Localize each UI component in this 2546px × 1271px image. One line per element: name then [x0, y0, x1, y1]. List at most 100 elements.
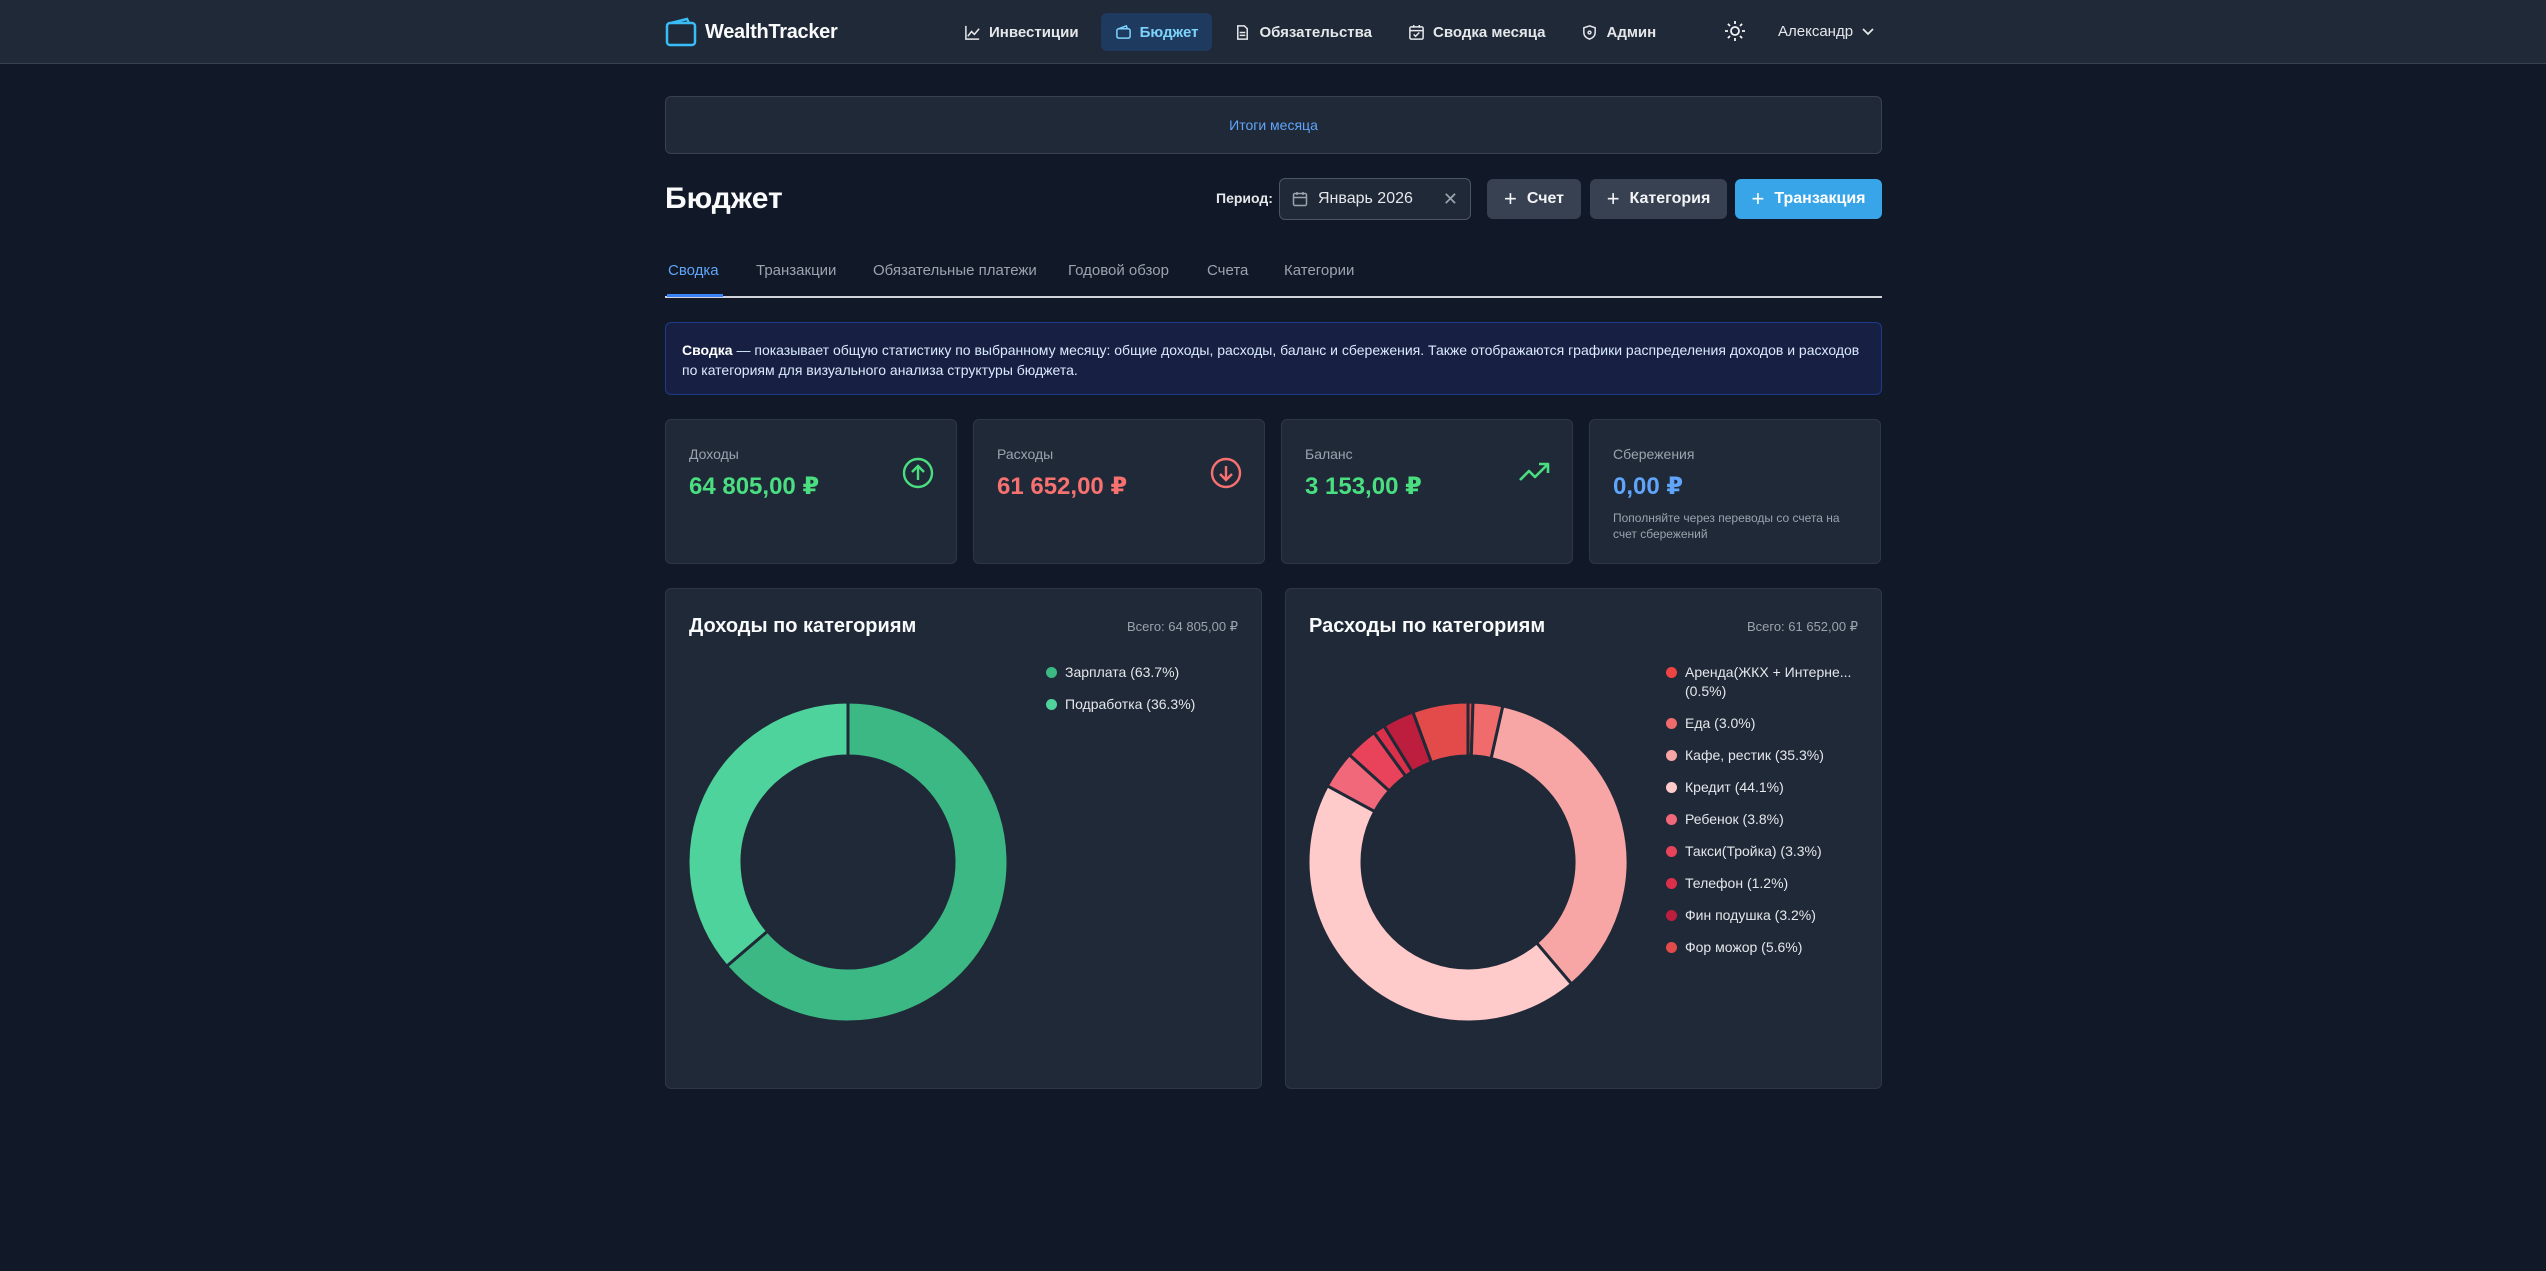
- add-category-button[interactable]: + Категория: [1590, 179, 1727, 219]
- period-value: Январь 2026: [1318, 190, 1413, 207]
- nav-item-budget[interactable]: Бюджет: [1100, 13, 1213, 51]
- legend-label: Подработка (36.3%): [1065, 696, 1196, 712]
- budget-tabs: Сводка Транзакции Обязательные платежи Г…: [665, 256, 1882, 298]
- nav-item-investments[interactable]: Инвестиции: [950, 13, 1093, 51]
- nav-item-label: Обязательства: [1259, 23, 1373, 41]
- legend-color-dot: [1666, 878, 1677, 889]
- month-summary-link[interactable]: Итоги месяца: [1229, 117, 1318, 133]
- chevron-down-icon: [1862, 28, 1874, 36]
- donut-slice[interactable]: [1489, 704, 1628, 987]
- legend-item[interactable]: Ребенок (3.8%): [1666, 810, 1866, 829]
- summary-info-box: Сводка — показывает общую статистику по …: [665, 322, 1882, 395]
- legend-label: Еда (3.0%): [1685, 715, 1756, 731]
- legend-color-dot: [1046, 667, 1057, 678]
- savings-note: Пополняйте через переводы со счета на сч…: [1613, 511, 1840, 541]
- month-summary-banner[interactable]: Итоги месяца: [665, 96, 1882, 154]
- arrow-down-circle-icon: [1210, 457, 1242, 489]
- legend-label: Телефон (1.2%): [1685, 875, 1789, 891]
- legend-label: Такси(Тройка) (3.3%): [1685, 843, 1822, 859]
- shield-icon: [1583, 24, 1597, 40]
- legend-label: Ребенок (3.8%): [1685, 811, 1784, 827]
- income-card: Доходы 64 805,00 ₽: [665, 419, 957, 564]
- expense-donut-chart: [1308, 702, 1628, 1022]
- legend-color-dot: [1666, 782, 1677, 793]
- tab-accounts[interactable]: Счета: [1207, 262, 1249, 279]
- tab-mandatory-payments[interactable]: Обязательные платежи: [873, 262, 1037, 279]
- tab-transactions[interactable]: Транзакции: [756, 262, 837, 279]
- income-chart-total: Всего: 64 805,00 ₽: [1126, 619, 1238, 634]
- add-account-button[interactable]: + Счет: [1487, 179, 1581, 219]
- donut-slice[interactable]: [1308, 783, 1574, 1022]
- expense-chart-total: Всего: 61 652,00 ₽: [1746, 619, 1858, 634]
- tab-summary[interactable]: Сводка: [668, 262, 719, 279]
- legend-label: Аренда(ЖКХ + Интерне... (0.5%): [1685, 664, 1852, 699]
- main-nav: Инвестиции Бюджет Обязательства Сводка м…: [950, 13, 1670, 51]
- expense-label: Расходы: [997, 446, 1054, 462]
- legend-label: Кредит (44.1%): [1685, 779, 1784, 795]
- clear-period-icon[interactable]: ✕: [1442, 188, 1458, 209]
- savings-value: 0,00 ₽: [1613, 473, 1684, 500]
- plus-icon: +: [1751, 186, 1765, 211]
- tab-annual-overview[interactable]: Годовой обзор: [1068, 262, 1169, 279]
- page-title: Бюджет: [665, 182, 783, 215]
- trend-chart-icon: [965, 25, 980, 40]
- legend-item[interactable]: Аренда(ЖКХ + Интерне... (0.5%): [1666, 663, 1866, 701]
- donut-slice[interactable]: [1410, 702, 1470, 765]
- legend-color-dot: [1666, 718, 1677, 729]
- legend-color-dot: [1666, 750, 1677, 761]
- period-label: Период:: [1216, 190, 1273, 206]
- legend-item[interactable]: Подработка (36.3%): [1046, 695, 1246, 714]
- add-category-label: Категория: [1629, 190, 1711, 207]
- legend-item[interactable]: Фин подушка (3.2%): [1666, 906, 1866, 925]
- legend-item[interactable]: Фор можор (5.6%): [1666, 938, 1866, 957]
- balance-value: 3 153,00 ₽: [1305, 473, 1422, 500]
- income-donut-chart: [688, 702, 1008, 1022]
- donut-slice[interactable]: [688, 702, 850, 969]
- wallet-icon: [1115, 24, 1131, 39]
- legend-color-dot: [1666, 814, 1677, 825]
- nav-item-liabilities[interactable]: Обязательства: [1220, 13, 1386, 51]
- add-transaction-button[interactable]: + Транзакция: [1735, 179, 1882, 219]
- nav-item-label: Админ: [1606, 23, 1657, 41]
- legend-item[interactable]: Зарплата (63.7%): [1046, 663, 1246, 682]
- income-value: 64 805,00 ₽: [689, 473, 820, 500]
- add-transaction-label: Транзакция: [1774, 190, 1866, 207]
- document-icon: [1237, 24, 1249, 40]
- legend-color-dot: [1666, 942, 1677, 953]
- expense-card: Расходы 61 652,00 ₽: [973, 419, 1265, 564]
- period-picker[interactable]: Январь 2026 ✕: [1279, 178, 1471, 220]
- legend-item[interactable]: Кредит (44.1%): [1666, 778, 1866, 797]
- income-chart-legend: Зарплата (63.7%) Подработка (36.3%): [1046, 663, 1246, 727]
- nav-item-label: Бюджет: [1139, 23, 1199, 41]
- app-name: WealthTracker: [705, 20, 838, 43]
- nav-item-month-summary[interactable]: Сводка месяца: [1394, 13, 1559, 51]
- trending-up-icon: [1519, 462, 1550, 481]
- legend-item[interactable]: Такси(Тройка) (3.3%): [1666, 842, 1866, 861]
- legend-item[interactable]: Кафе, рестик (35.3%): [1666, 746, 1866, 765]
- expense-chart-title: Расходы по категориям: [1309, 615, 1546, 637]
- balance-card: Баланс 3 153,00 ₽: [1281, 419, 1573, 564]
- income-by-category-panel: Доходы по категориям Всего: 64 805,00 ₽ …: [665, 588, 1262, 1089]
- nav-item-admin[interactable]: Админ: [1567, 13, 1670, 51]
- theme-toggle-button[interactable]: [1720, 16, 1750, 46]
- legend-color-dot: [1666, 667, 1677, 678]
- expense-by-category-panel: Расходы по категориям Всего: 61 652,00 ₽…: [1285, 588, 1882, 1089]
- active-tab-indicator: [667, 294, 723, 297]
- calendar-icon: [1292, 192, 1308, 207]
- nav-item-label: Инвестиции: [989, 23, 1079, 41]
- nav-item-label: Сводка месяца: [1433, 23, 1546, 41]
- app-logo[interactable]: WealthTracker: [665, 16, 838, 48]
- top-navigation-bar: WealthTracker Инвестиции Бюджет Обязател…: [0, 0, 2546, 64]
- legend-item[interactable]: Телефон (1.2%): [1666, 874, 1866, 893]
- savings-label: Сбережения: [1613, 446, 1695, 462]
- tab-categories[interactable]: Категории: [1284, 262, 1355, 279]
- plus-icon: +: [1503, 186, 1517, 211]
- donut-slice[interactable]: [724, 702, 1008, 1022]
- info-text: — показывает общую статистику по выбранн…: [682, 342, 1860, 378]
- user-menu[interactable]: Александр: [1778, 16, 1875, 46]
- savings-card: Сбережения 0,00 ₽ Пополняйте через перев…: [1589, 419, 1881, 564]
- legend-item[interactable]: Еда (3.0%): [1666, 714, 1866, 733]
- legend-label: Зарплата (63.7%): [1065, 664, 1180, 680]
- expense-value: 61 652,00 ₽: [997, 473, 1128, 500]
- legend-color-dot: [1666, 846, 1677, 857]
